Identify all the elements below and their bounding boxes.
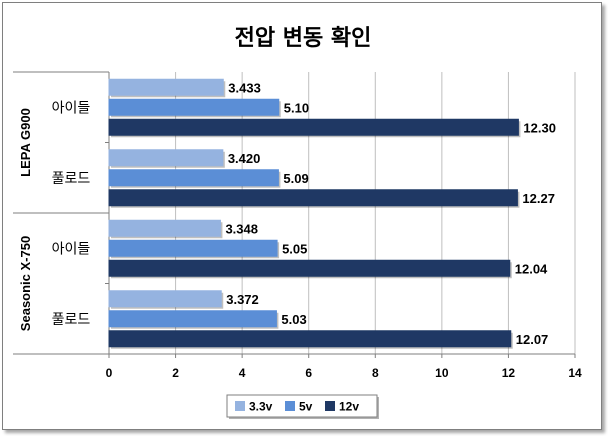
bar-2-2 [108,259,511,277]
bar-2-1 [108,189,518,207]
data-label-1-1: 5.09 [283,171,308,186]
chart-title: 전압 변동 확인 [235,26,372,51]
data-label-0-3: 3.372 [226,292,259,307]
legend-label-1: 5v [299,400,313,414]
data-label-0-2: 3.348 [225,221,258,236]
legend-label-2: 12v [339,400,359,414]
category-label-0-1: 풀로드 [52,171,91,187]
x-tick-label-3: 6 [305,366,312,380]
legend-box [226,394,378,418]
bar-1-2 [108,239,278,257]
legend-swatch-0 [235,401,245,411]
x-tick-label-7: 14 [568,366,582,380]
bar-0-3 [108,290,222,308]
legend-label-0: 3.3v [249,400,273,414]
group-label-0: LEPA G900 [18,108,33,177]
bar-0-2 [108,219,221,237]
category-label-0-0: 아이들 [52,100,91,116]
data-label-1-0: 5.10 [284,100,309,115]
category-label-1-1: 풀로드 [52,312,91,328]
x-tick-label-5: 10 [435,366,449,380]
category-label-1-0: 아이들 [52,241,91,257]
bar-2-0 [108,118,519,136]
x-tick-label-2: 4 [239,366,246,380]
legend-swatch-2 [325,401,335,411]
bar-0-1 [108,149,224,167]
x-tick-label-6: 12 [502,366,516,380]
data-label-2-0: 12.30 [523,120,556,135]
bar-1-0 [108,98,280,116]
bar-1-1 [108,169,279,187]
data-label-0-1: 3.420 [228,151,261,166]
data-label-2-1: 12.27 [522,191,555,206]
bar-1-3 [108,310,277,328]
x-tick-label-4: 8 [372,366,379,380]
data-label-0-0: 3.433 [228,80,261,95]
x-tick-label-1: 2 [172,366,179,380]
data-label-2-2: 12.04 [515,261,548,276]
group-label-1: Seasonic X-750 [18,236,33,331]
data-label-2-3: 12.07 [516,332,549,347]
chart-frame: 전압 변동 확인 0 2 4 6 8 10 12 14 LEPA G900 아이들 풀로드 Seaso… [2,2,602,430]
legend-swatch-1 [285,401,295,411]
data-label-1-2: 5.05 [282,241,307,256]
bar-0-0 [108,78,224,96]
data-label-1-3: 5.03 [281,312,306,327]
x-tick-label-0: 0 [106,366,113,380]
bar-2-3 [108,330,512,348]
